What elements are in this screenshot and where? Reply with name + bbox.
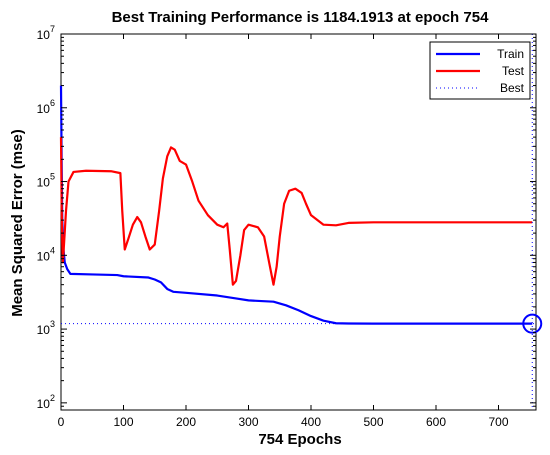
x-axis: 0 100 200 300 400 500 600 700 bbox=[58, 34, 509, 429]
legend-label-test: Test bbox=[502, 64, 525, 78]
x-tick-label: 200 bbox=[176, 415, 196, 429]
x-tick-label: 700 bbox=[488, 415, 508, 429]
x-tick-label: 400 bbox=[301, 415, 321, 429]
y-tick-label: 106 bbox=[37, 98, 55, 116]
legend: Train Test Best bbox=[429, 41, 531, 100]
y-tick-label: 105 bbox=[37, 172, 55, 190]
y-axis: 102 103 104 105 106 107 bbox=[37, 24, 536, 411]
x-tick-label: 0 bbox=[58, 415, 65, 429]
x-tick-label: 300 bbox=[238, 415, 258, 429]
y-tick-label: 104 bbox=[37, 245, 55, 263]
chart-title: Best Training Performance is 1184.1913 a… bbox=[112, 9, 490, 26]
y-axis-label: Mean Squared Error (mse) bbox=[9, 129, 26, 317]
y-tick-label: 103 bbox=[37, 319, 55, 337]
best-layer bbox=[61, 34, 543, 410]
best-marker bbox=[522, 313, 543, 334]
x-tick-label: 500 bbox=[363, 415, 383, 429]
y-tick-label: 107 bbox=[37, 24, 55, 42]
series-line-test bbox=[59, 137, 533, 286]
series-line-train bbox=[59, 85, 533, 325]
legend-label-train: Train bbox=[497, 47, 524, 61]
y-tick-label: 102 bbox=[37, 393, 55, 411]
x-axis-label: 754 Epochs bbox=[258, 431, 341, 448]
x-tick-label: 100 bbox=[113, 415, 133, 429]
legend-label-best: Best bbox=[500, 81, 525, 95]
x-tick-label: 600 bbox=[426, 415, 446, 429]
series-layer bbox=[59, 85, 533, 325]
